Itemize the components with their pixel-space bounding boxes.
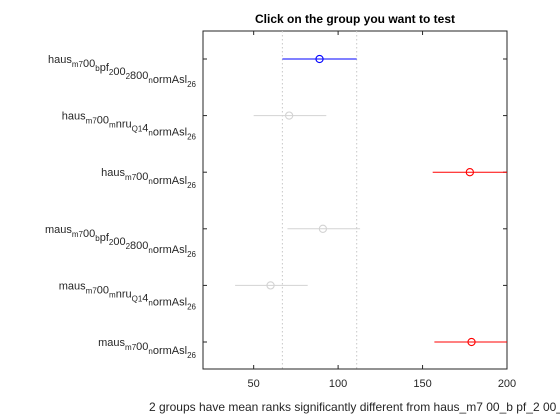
- label-subscript: n: [148, 246, 152, 255]
- label-segment: 00: [97, 284, 109, 296]
- label-subscript: n: [148, 76, 152, 85]
- label-subscript: 26: [187, 80, 196, 89]
- group-label: mausm700mnruQ14normAsl26: [59, 280, 197, 311]
- mean-marker-selected[interactable]: [315, 54, 324, 64]
- x-tick-label: 100: [329, 378, 347, 390]
- label-segment: haus: [101, 167, 125, 179]
- label-subscript: 26: [187, 351, 196, 360]
- x-tick-label: 50: [248, 378, 260, 390]
- label-subscript: n: [148, 129, 152, 138]
- group-label: mausm700normAsl26: [98, 337, 196, 360]
- x-axis-label-text: 2 groups have mean ranks significantly d…: [149, 400, 560, 414]
- label-segment: 800: [130, 240, 148, 252]
- axes-box: [202, 30, 508, 370]
- label-subscript: 2: [126, 242, 131, 251]
- label-subscript: m: [109, 290, 116, 299]
- group-label: hausm700bpf2002800normAsl26: [48, 54, 197, 89]
- mean-marker-significant[interactable]: [465, 168, 474, 177]
- label-segment: pf: [100, 62, 110, 74]
- label-segment: ormAsl: [153, 244, 187, 256]
- label-subscript: 2: [109, 238, 114, 247]
- label-segment: 00: [113, 66, 125, 78]
- label-subscript: 2: [126, 72, 131, 81]
- label-subscript: m7: [125, 173, 137, 182]
- label-subscript: n: [148, 177, 152, 186]
- label-segment: 4: [142, 292, 148, 304]
- label-subscript: b: [95, 64, 100, 73]
- label-segment: ormAsl: [153, 74, 187, 86]
- label-segment: 00: [83, 58, 95, 70]
- mean-marker-neutral[interactable]: [318, 224, 328, 233]
- x-tick-label: 150: [413, 378, 431, 390]
- label-subscript: b: [95, 234, 100, 243]
- label-segment: 00: [97, 115, 109, 127]
- group-label: mausm700bpf2002800normAsl26: [45, 224, 197, 259]
- x-tick-label: 200: [498, 378, 516, 390]
- mean-marker-neutral[interactable]: [284, 111, 294, 120]
- label-segment: nru: [116, 288, 132, 300]
- label-segment: nru: [116, 119, 132, 131]
- label-segment: maus: [45, 224, 72, 236]
- label-subscript: m7: [125, 343, 137, 352]
- label-segment: haus: [48, 54, 72, 66]
- label-subscript: Q1: [132, 294, 143, 303]
- label-subscript: m: [109, 121, 116, 130]
- label-segment: ormAsl: [153, 175, 187, 187]
- label-subscript: m7: [86, 117, 98, 126]
- label-segment: 00: [136, 171, 148, 183]
- label-subscript: Q1: [132, 125, 143, 134]
- plot-area[interactable]: 50 100 150 200hausm700bpf2002800normAsl26ha…: [45, 30, 516, 390]
- label-subscript: 26: [187, 250, 196, 259]
- label-segment: 00: [113, 236, 125, 248]
- group-label: hausm700normAsl26: [101, 167, 196, 190]
- group-label: hausm700mnruQ14normAsl26: [62, 111, 197, 142]
- label-subscript: 26: [187, 181, 196, 190]
- mean-marker-neutral[interactable]: [266, 281, 275, 290]
- label-subscript: 26: [187, 133, 196, 142]
- mean-marker-significant[interactable]: [467, 337, 476, 347]
- label-segment: haus: [62, 111, 86, 123]
- label-segment: maus: [98, 337, 125, 349]
- label-subscript: 2: [109, 68, 114, 77]
- label-segment: pf: [100, 232, 110, 244]
- label-segment: ormAsl: [153, 296, 187, 308]
- label-segment: 800: [130, 70, 148, 82]
- label-segment: maus: [59, 280, 86, 292]
- chart-title: Click on the group you want to test: [255, 12, 455, 26]
- label-subscript: m7: [72, 230, 84, 239]
- label-subscript: m7: [86, 286, 98, 295]
- label-segment: ormAsl: [153, 127, 187, 139]
- label-segment: ormAsl: [153, 345, 187, 357]
- label-subscript: n: [148, 298, 152, 307]
- label-subscript: 26: [187, 302, 196, 311]
- label-segment: 4: [142, 123, 148, 135]
- x-axis-label: 2 groups have mean ranks significantly d…: [149, 400, 560, 414]
- label-segment: 00: [136, 341, 148, 353]
- label-subscript: m7: [72, 60, 84, 69]
- label-subscript: n: [148, 347, 152, 356]
- label-segment: 00: [83, 228, 95, 240]
